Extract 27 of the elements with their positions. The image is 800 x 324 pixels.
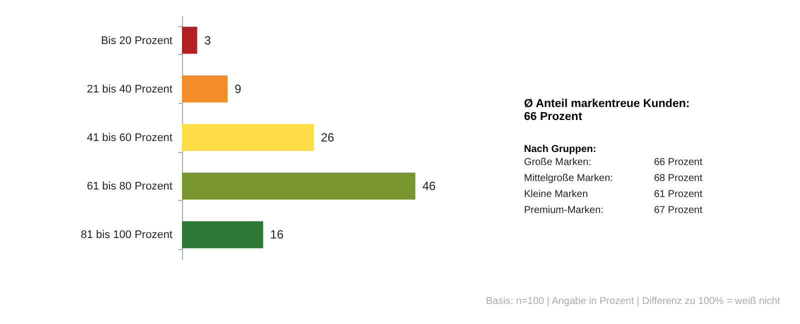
text: 61 Prozent [654,189,703,200]
text: 66 Prozent [524,111,582,123]
text: Nach Gruppen: [524,144,596,155]
data-label: 26 [320,130,335,144]
text: Mittelgroße Marken: [524,173,613,184]
text: Ø Anteil markentreue Kunden: [524,98,690,110]
y-tick-label: 21 bis 40 Prozent [86,83,172,96]
y-tick-label: 41 bis 60 Prozent [86,132,172,144]
bar [182,26,198,54]
text: Basis: n=100 | Angabe in Prozent | Differenz zu 100% = weiß nicht [486,296,780,307]
bar [182,124,314,151]
text: Große Marken: [524,157,592,168]
text: Kleine Marken [524,189,588,200]
y-tick-label: Bis 20 Prozent [100,34,172,47]
text: 67 Prozent [654,205,703,216]
bar [182,75,228,102]
text: Premium-Marken: [524,205,604,216]
text: 66 Prozent [654,157,703,168]
bar [182,172,416,200]
text: 68 Prozent [654,173,703,184]
data-label: 3 [204,33,212,48]
data-label: 16 [270,228,284,242]
bar [182,221,264,248]
y-tick-label: 61 bis 80 Prozent [86,180,172,193]
y-tick-label: 81 bis 100 Prozent [80,229,172,242]
data-label: 9 [234,82,242,96]
data-label: 46 [422,179,436,194]
